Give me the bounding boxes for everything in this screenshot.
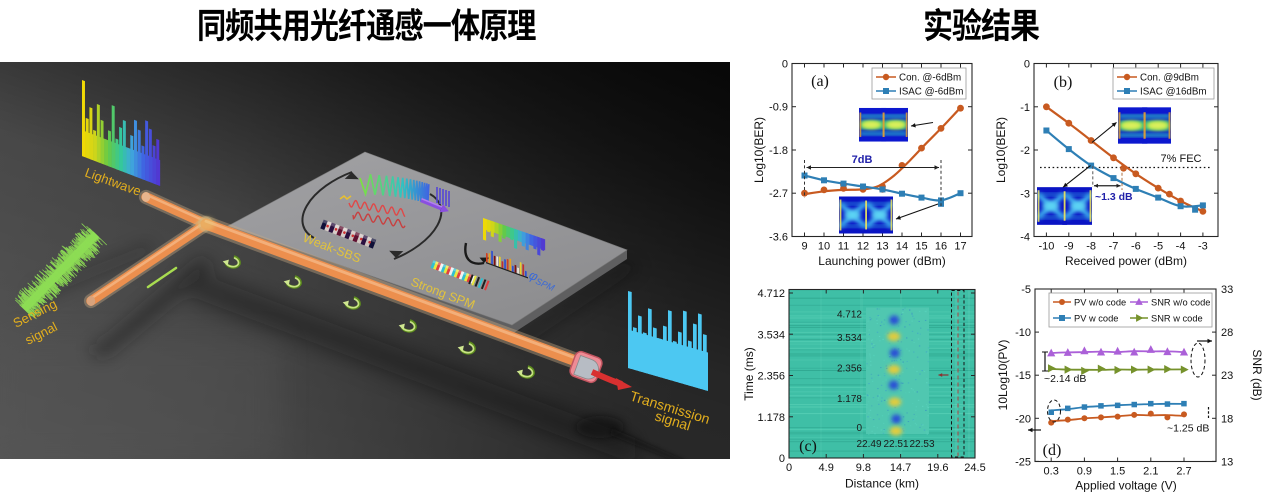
svg-text:(c): (c) bbox=[799, 438, 817, 455]
svg-text:-8: -8 bbox=[1086, 241, 1096, 253]
svg-text:(a): (a) bbox=[811, 73, 829, 90]
svg-text:16: 16 bbox=[935, 241, 947, 253]
svg-text:2.7: 2.7 bbox=[1176, 466, 1191, 478]
svg-text:Log10(BER): Log10(BER) bbox=[994, 117, 1008, 183]
svg-text:4.712: 4.712 bbox=[757, 288, 785, 300]
svg-text:Distance (km): Distance (km) bbox=[845, 477, 919, 491]
svg-text:12: 12 bbox=[857, 241, 869, 253]
svg-text:-1.8: -1.8 bbox=[769, 145, 788, 157]
svg-text:0: 0 bbox=[782, 59, 788, 71]
svg-text:~2.14 dB: ~2.14 dB bbox=[1044, 373, 1086, 385]
svg-text:Applied voltage (V): Applied voltage (V) bbox=[1075, 479, 1176, 493]
svg-text:9: 9 bbox=[801, 241, 807, 253]
svg-text:13: 13 bbox=[876, 241, 888, 253]
svg-text:0.3: 0.3 bbox=[1044, 466, 1059, 478]
svg-text:~1.3 dB: ~1.3 dB bbox=[1095, 191, 1133, 203]
svg-text:Received power (dBm): Received power (dBm) bbox=[1065, 254, 1187, 268]
svg-text:-1: -1 bbox=[1020, 102, 1030, 114]
svg-text:~1.25 dB: ~1.25 dB bbox=[1167, 423, 1209, 435]
svg-text:Launching power (dBm): Launching power (dBm) bbox=[818, 254, 945, 268]
svg-text:SNR w/o code: SNR w/o code bbox=[1151, 298, 1210, 308]
svg-text:2.356: 2.356 bbox=[837, 364, 862, 375]
svg-text:11: 11 bbox=[838, 241, 849, 253]
svg-text:-5: -5 bbox=[1021, 284, 1031, 296]
svg-text:3.534: 3.534 bbox=[837, 333, 862, 344]
svg-text:15: 15 bbox=[915, 241, 927, 253]
svg-text:0: 0 bbox=[1024, 59, 1030, 71]
svg-text:-3.6: -3.6 bbox=[769, 231, 788, 243]
svg-text:14: 14 bbox=[896, 241, 908, 253]
svg-text:0: 0 bbox=[779, 453, 785, 465]
svg-text:-7: -7 bbox=[1109, 241, 1119, 253]
svg-text:Time (ms): Time (ms) bbox=[742, 347, 756, 401]
svg-text:-2.7: -2.7 bbox=[769, 188, 788, 200]
svg-text:7% FEC: 7% FEC bbox=[1161, 153, 1202, 165]
svg-text:-10: -10 bbox=[1038, 241, 1054, 253]
svg-text:22.51: 22.51 bbox=[883, 439, 908, 450]
svg-text:-25: -25 bbox=[1015, 456, 1031, 468]
svg-text:SNR (dB): SNR (dB) bbox=[1250, 349, 1264, 400]
svg-text:1.5: 1.5 bbox=[1110, 466, 1125, 478]
svg-text:-6: -6 bbox=[1131, 241, 1141, 253]
svg-text:28: 28 bbox=[1221, 327, 1233, 339]
svg-text:0: 0 bbox=[786, 462, 792, 474]
svg-text:-20: -20 bbox=[1015, 413, 1031, 425]
svg-text:1.178: 1.178 bbox=[837, 394, 862, 405]
svg-text:2.356: 2.356 bbox=[757, 371, 785, 383]
svg-text:17: 17 bbox=[954, 241, 966, 253]
svg-text:-2: -2 bbox=[1020, 145, 1030, 157]
svg-text:PV w/o code: PV w/o code bbox=[1074, 298, 1126, 308]
svg-text:7dB: 7dB bbox=[852, 154, 873, 166]
svg-text:-9: -9 bbox=[1064, 241, 1074, 253]
svg-text:(b): (b) bbox=[1054, 74, 1073, 91]
svg-text:(d): (d) bbox=[1043, 442, 1062, 459]
svg-text:-3: -3 bbox=[1198, 241, 1208, 253]
svg-text:18: 18 bbox=[1221, 413, 1233, 425]
svg-text:PV w code: PV w code bbox=[1074, 314, 1118, 324]
svg-text:3.534: 3.534 bbox=[757, 329, 785, 341]
svg-text:-4: -4 bbox=[1020, 232, 1030, 244]
svg-text:19.6: 19.6 bbox=[927, 462, 948, 474]
svg-text:-5: -5 bbox=[1153, 241, 1163, 253]
svg-text:-15: -15 bbox=[1015, 370, 1031, 382]
svg-text:Con. @9dBm: Con. @9dBm bbox=[1140, 73, 1199, 84]
svg-text:24.5: 24.5 bbox=[964, 462, 985, 474]
svg-text:10Log10(PV): 10Log10(PV) bbox=[996, 340, 1010, 411]
svg-text:-3: -3 bbox=[1020, 188, 1030, 200]
svg-text:13: 13 bbox=[1221, 456, 1233, 468]
svg-text:1.178: 1.178 bbox=[757, 412, 785, 424]
svg-text:14.7: 14.7 bbox=[890, 462, 911, 474]
svg-text:ISAC @-6dBm: ISAC @-6dBm bbox=[899, 87, 963, 98]
svg-text:9.8: 9.8 bbox=[856, 462, 871, 474]
svg-text:ISAC @16dBm: ISAC @16dBm bbox=[1140, 87, 1207, 98]
svg-text:33: 33 bbox=[1221, 284, 1233, 296]
svg-text:10: 10 bbox=[818, 241, 830, 253]
svg-text:22.49: 22.49 bbox=[856, 439, 881, 450]
svg-text:-4: -4 bbox=[1176, 241, 1186, 253]
svg-text:0: 0 bbox=[856, 423, 862, 434]
svg-text:4.712: 4.712 bbox=[837, 310, 862, 321]
svg-text:22.53: 22.53 bbox=[909, 439, 934, 450]
svg-text:0.9: 0.9 bbox=[1077, 466, 1092, 478]
svg-text:23: 23 bbox=[1221, 370, 1233, 382]
svg-text:SNR w code: SNR w code bbox=[1151, 314, 1203, 324]
svg-text:-10: -10 bbox=[1015, 327, 1031, 339]
svg-text:4.9: 4.9 bbox=[819, 462, 834, 474]
svg-text:Con. @-6dBm: Con. @-6dBm bbox=[899, 73, 961, 84]
svg-text:Log10(BER): Log10(BER) bbox=[752, 117, 766, 183]
svg-text:2.1: 2.1 bbox=[1143, 466, 1158, 478]
svg-text:-0.9: -0.9 bbox=[769, 102, 788, 114]
